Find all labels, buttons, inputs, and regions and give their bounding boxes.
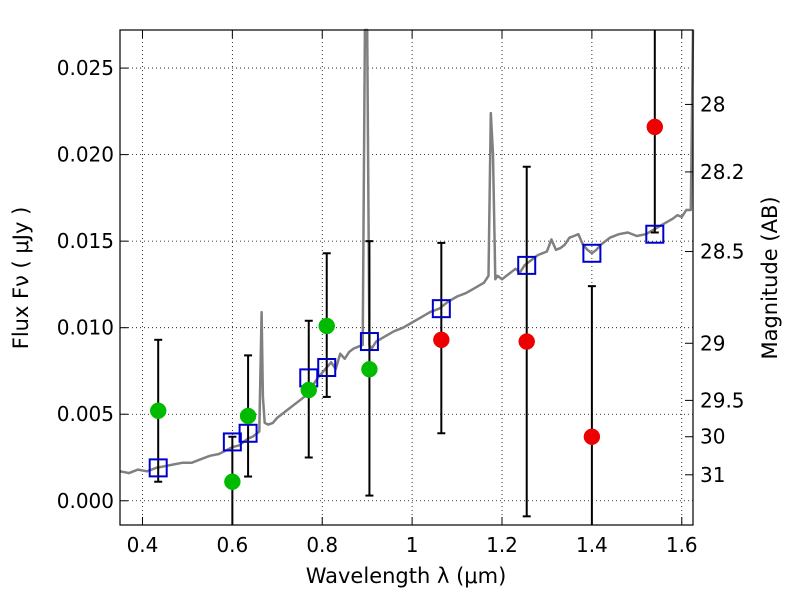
model-box	[431, 299, 451, 319]
model-box	[517, 255, 537, 275]
y2-tick-label: 30	[700, 425, 725, 449]
data-point	[433, 331, 450, 349]
y-axis-ticks: 0.000 0.005 0.010 0.015 0.020 0.025	[57, 56, 128, 513]
data-point	[361, 360, 378, 378]
x-tick-label: 1.6	[666, 533, 698, 557]
y-tick-label: 0.010	[57, 316, 114, 340]
data-point	[239, 407, 257, 425]
model-box	[238, 423, 258, 443]
model-box	[148, 458, 168, 478]
y2-axis-ticks: 28 28.2 28.5 29 29.5 30 31	[685, 92, 745, 487]
data-point	[300, 381, 318, 399]
y2-tick-label: 31	[700, 463, 725, 487]
y-tick-label: 0.015	[57, 229, 114, 253]
y2-tick-label: 28	[700, 92, 725, 116]
x-tick-label: 1	[406, 533, 419, 557]
data-point	[583, 428, 601, 445]
y2-tick-label: 29.5	[700, 388, 745, 412]
data-point	[646, 118, 664, 136]
y-tick-label: 0.005	[57, 402, 114, 426]
data-point	[318, 317, 335, 335]
model-box	[317, 358, 337, 377]
model-box	[582, 243, 602, 263]
model-box	[645, 224, 665, 244]
x-tick-label: 0.6	[216, 533, 248, 557]
x-tick-label: 0.8	[306, 533, 338, 557]
plot-frame	[119, 29, 694, 526]
y2-tick-label: 28.5	[700, 240, 745, 264]
template-spectrum	[119, 28, 695, 475]
model-box	[359, 332, 379, 352]
x-tick-label: 1.4	[576, 533, 608, 557]
y-tick-label: 0.025	[57, 56, 114, 80]
data-point	[518, 333, 535, 350]
x-tick-label: 0.4	[127, 533, 159, 557]
y-tick-label: 0.000	[57, 489, 114, 513]
data-point	[149, 402, 167, 420]
x-axis-ticks: 0.4 0.6 0.8 1 1.2 1.4 1.6	[127, 30, 698, 557]
data-point	[224, 473, 241, 490]
template-spectrum-line	[119, 28, 695, 475]
model-photometry-boxes	[148, 224, 665, 478]
observed-photometry-points	[149, 118, 664, 490]
x-tick-label: 1.2	[486, 533, 518, 557]
y-tick-label: 0.020	[57, 143, 114, 167]
y-axis-label: Flux Fν ( μJy )	[9, 207, 33, 350]
y2-axis-label: Magnitude (AB)	[758, 196, 782, 359]
y2-tick-label: 29	[700, 331, 725, 355]
y2-tick-label: 28.2	[700, 160, 745, 184]
x-axis-label: Wavelength λ (μm)	[306, 564, 507, 588]
